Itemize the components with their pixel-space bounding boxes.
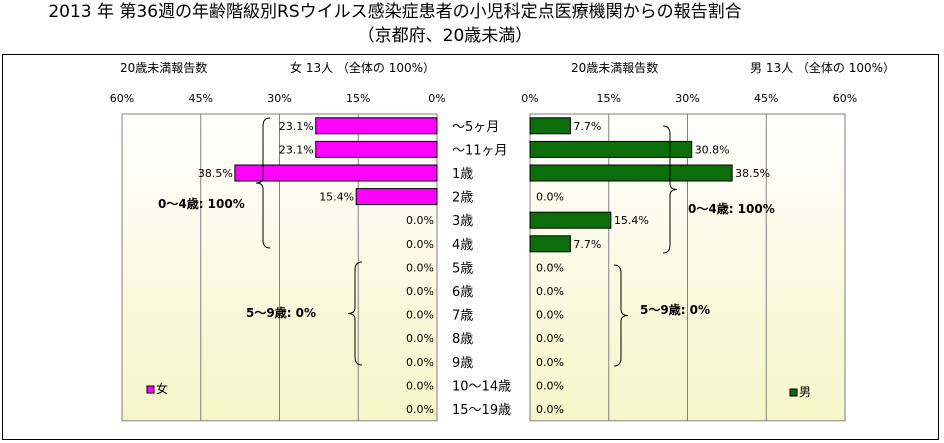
female-legend-swatch [146, 385, 155, 394]
age-category-label: 15～19歳 [452, 403, 511, 418]
female-value-label: 0.0% [406, 238, 434, 251]
male-value-label: 0.0% [536, 191, 564, 204]
male-group-label-5-9: 5～9歳: 0% [640, 302, 710, 317]
female-axis-tick-label: 45% [189, 92, 213, 105]
female-bar [355, 188, 438, 206]
female-header-count-label: 20歳未満報告数 [120, 61, 208, 75]
female-axis-tick-label: 60% [110, 92, 134, 105]
male-legend-label: 男 [799, 385, 811, 399]
male-value-label: 0.0% [536, 379, 564, 392]
female-bracket-0-4 [255, 117, 271, 249]
male-group-label-0-4: 0～4歳: 100% [688, 201, 775, 216]
female-bar [315, 117, 438, 135]
age-category-label: 1歳 [452, 167, 473, 182]
male-value-label: 0.0% [536, 309, 564, 322]
age-category-label: 5歳 [452, 261, 473, 276]
male-axis-tick-label: 15% [597, 92, 621, 105]
male-header-count-label: 20歳未満報告数 [571, 61, 659, 75]
age-category-label: 10～14歳 [452, 379, 511, 394]
male-header-total: 男 13人 （全体の 100%） [750, 61, 896, 75]
female-group-label-0-4: 0～4歳: 100% [158, 196, 245, 211]
female-value-label: 0.0% [406, 379, 434, 392]
age-category-label: 9歳 [452, 356, 473, 371]
male-axis-tick-label: 30% [675, 92, 699, 105]
female-bracket-5-9 [347, 261, 363, 366]
female-axis-tick-label: 30% [267, 92, 291, 105]
female-value-label: 23.1% [279, 143, 314, 156]
female-value-label: 0.0% [406, 285, 434, 298]
age-category-label: 8歳 [452, 332, 473, 347]
female-bar [315, 140, 438, 158]
male-axis-tick-label: 45% [754, 92, 778, 105]
age-category-label: 3歳 [452, 214, 473, 229]
male-legend-swatch [789, 388, 798, 397]
male-value-label: 7.7% [573, 120, 601, 133]
female-legend-label: 女 [156, 381, 168, 396]
male-axis-tick-label: 60% [833, 92, 857, 105]
female-value-label: 23.1% [279, 120, 314, 133]
male-bracket-0-4 [662, 125, 678, 254]
male-bar [529, 211, 612, 229]
female-value-label: 0.0% [406, 261, 434, 274]
male-bar [529, 140, 693, 158]
female-value-label: 0.0% [406, 332, 434, 345]
female-bar [234, 164, 438, 182]
female-group-label-5-9: 5～9歳: 0% [246, 305, 316, 320]
age-category-label: 2歳 [452, 191, 473, 206]
female-value-label: 0.0% [406, 309, 434, 322]
male-value-label: 0.0% [536, 261, 564, 274]
female-value-label: 0.0% [406, 403, 434, 416]
male-value-label: 30.8% [695, 143, 730, 156]
female-value-label: 38.5% [198, 167, 233, 180]
female-header-total: 女 13人 （全体の 100%） [290, 61, 436, 75]
chart-frame [2, 54, 939, 440]
female-value-label: 15.4% [319, 191, 354, 204]
female-axis-tick-label: 15% [346, 92, 370, 105]
chart-subtitle: （京都府、20歳未満） [357, 26, 533, 46]
male-bracket-5-9 [613, 264, 629, 367]
male-bar [529, 164, 733, 182]
male-bar [529, 235, 571, 253]
chart-title: 2013 年 第36週の年齢階級別RSウイルス感染症患者の小児科定点医療機関から… [48, 2, 742, 22]
male-value-label: 7.7% [573, 238, 601, 251]
age-category-label: 7歳 [452, 309, 473, 324]
male-value-label: 0.0% [536, 332, 564, 345]
male-value-label: 0.0% [536, 285, 564, 298]
male-value-label: 0.0% [536, 403, 564, 416]
male-value-label: 15.4% [614, 214, 649, 227]
male-axis-tick-label: 0% [521, 92, 538, 105]
male-bar [529, 117, 571, 135]
male-value-label: 38.5% [735, 167, 770, 180]
female-value-label: 0.0% [406, 356, 434, 369]
age-category-label: ～5ヶ月 [452, 120, 499, 135]
age-category-label: 6歳 [452, 285, 473, 300]
male-value-label: 0.0% [536, 356, 564, 369]
female-value-label: 0.0% [406, 214, 434, 227]
age-category-label: ～11ヶ月 [452, 143, 508, 158]
age-category-label: 4歳 [452, 238, 473, 253]
female-axis-tick-label: 0% [428, 92, 445, 105]
